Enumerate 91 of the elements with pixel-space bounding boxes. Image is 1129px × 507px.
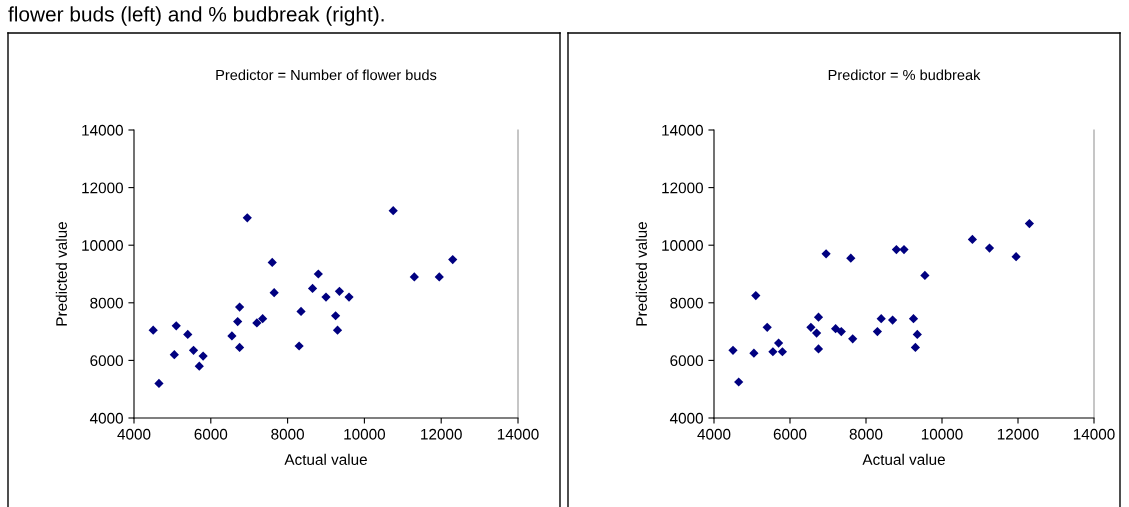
x-tick-label: 4000 — [697, 428, 731, 440]
point — [234, 342, 245, 353]
point — [148, 325, 158, 335]
point — [813, 312, 824, 322]
point — [321, 292, 331, 302]
y-tick-label: 14000 — [82, 124, 123, 136]
point — [1024, 218, 1035, 229]
point — [749, 348, 759, 358]
y-axis-title: Predicted value — [635, 222, 647, 326]
chart-title: Predictor = Number of flower buds — [216, 69, 437, 81]
point — [234, 302, 245, 312]
point — [448, 254, 458, 265]
point — [296, 306, 306, 317]
y-tick-label: 8000 — [90, 297, 123, 309]
point — [313, 269, 323, 279]
point — [821, 249, 831, 259]
x-axis-title: Actual value — [284, 453, 367, 465]
x-axis-title: Actual value — [862, 453, 945, 465]
x-tick-label: 14000 — [1073, 428, 1115, 440]
point — [876, 314, 886, 324]
point — [198, 351, 208, 361]
point — [409, 272, 419, 282]
point — [294, 341, 304, 351]
y-tick-label: 6000 — [90, 355, 123, 367]
point — [806, 322, 816, 332]
point — [334, 286, 345, 296]
point — [846, 253, 856, 263]
point — [773, 338, 784, 348]
point — [267, 257, 277, 268]
point — [734, 377, 744, 387]
point — [728, 345, 738, 355]
point — [169, 350, 179, 360]
point — [344, 292, 354, 302]
point — [768, 347, 778, 357]
point — [910, 342, 921, 353]
y-tick-label: 10000 — [82, 240, 123, 251]
point — [434, 272, 444, 282]
y-tick-label: 14000 — [662, 124, 703, 136]
point — [332, 325, 343, 335]
point — [154, 378, 164, 389]
point — [233, 316, 243, 327]
point — [830, 324, 841, 334]
point — [920, 270, 930, 281]
y-tick-label: 4000 — [89, 412, 123, 424]
x-tick-label: 8000 — [849, 428, 883, 440]
point — [836, 326, 846, 337]
point — [908, 314, 919, 324]
y-tick-label: 10000 — [662, 240, 703, 251]
point — [183, 329, 193, 340]
point — [188, 345, 199, 355]
point — [813, 344, 824, 354]
y-axis-title: Predicted value — [55, 222, 67, 326]
point — [887, 315, 898, 325]
point — [252, 318, 262, 328]
x-tick-label: 6000 — [194, 428, 228, 440]
text: flower buds (left) and % budbreak (right). — [8, 6, 384, 26]
point — [307, 283, 318, 294]
point — [242, 213, 252, 223]
point — [872, 326, 883, 337]
point — [811, 328, 822, 338]
point — [762, 322, 772, 332]
y-tick-label: 12000 — [662, 182, 703, 194]
point — [777, 347, 788, 357]
x-tick-label: 10000 — [921, 428, 963, 440]
point — [171, 321, 181, 331]
point — [984, 243, 995, 253]
x-tick-label: 6000 — [773, 428, 807, 440]
point — [227, 331, 237, 341]
point — [912, 329, 922, 340]
point — [194, 361, 204, 371]
x-tick-label: 12000 — [997, 428, 1039, 440]
y-tick-label: 8000 — [670, 297, 703, 309]
point — [388, 206, 398, 216]
y-tick-label: 6000 — [670, 355, 703, 367]
x-tick-label: 14000 — [497, 428, 539, 440]
x-tick-label: 10000 — [344, 428, 386, 440]
y-tick-label: 4000 — [669, 412, 703, 424]
point — [967, 234, 978, 245]
point — [258, 314, 268, 324]
y-tick-label: 12000 — [82, 182, 123, 194]
x-tick-label: 8000 — [271, 428, 304, 440]
x-tick-label: 12000 — [421, 428, 462, 440]
point — [269, 288, 279, 298]
chart-title: Predictor = % budbreak — [828, 69, 981, 81]
point — [891, 244, 902, 255]
point — [1011, 252, 1021, 262]
point — [899, 244, 909, 255]
point — [751, 290, 761, 301]
point — [330, 311, 341, 321]
x-tick-label: 4000 — [117, 428, 151, 440]
point — [848, 334, 858, 344]
